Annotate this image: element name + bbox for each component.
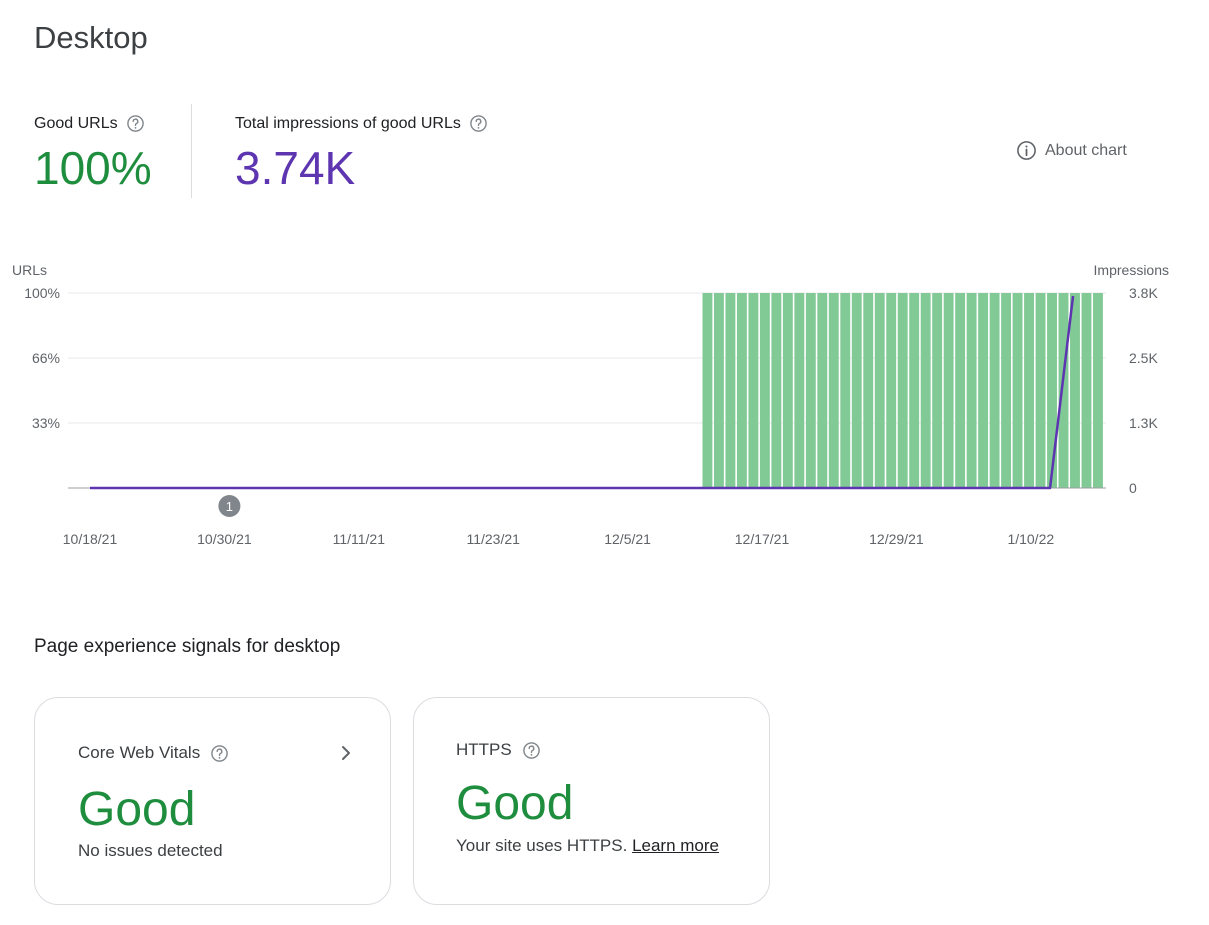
https-label: HTTPS	[456, 740, 512, 759]
url-bar	[1035, 293, 1046, 488]
impressions-series-line	[90, 295, 1075, 490]
url-bar	[909, 293, 920, 488]
url-bar	[736, 293, 747, 488]
right-tick-label: 0	[1129, 480, 1137, 496]
x-tick-label: 12/5/21	[604, 531, 651, 547]
url-bar	[748, 293, 759, 488]
chevron-right-icon[interactable]	[337, 743, 355, 768]
help-icon[interactable]	[522, 741, 541, 760]
https-status: Good	[456, 777, 574, 830]
good-urls-metric: Good URLs 100%	[34, 114, 152, 194]
https-description: Your site uses HTTPS.	[456, 836, 628, 855]
url-bar	[863, 293, 874, 488]
x-tick-label: 12/29/21	[869, 531, 924, 547]
metric-divider	[191, 104, 192, 198]
x-tick-label: 11/23/21	[466, 531, 520, 547]
url-bar	[759, 293, 770, 488]
help-icon[interactable]	[469, 114, 488, 133]
https-label-row: HTTPS	[456, 740, 541, 760]
good-urls-label: Good URLs	[34, 114, 118, 132]
right-axis-label: Impressions	[1094, 262, 1169, 278]
url-bar	[1024, 293, 1034, 488]
url-bar	[886, 293, 897, 488]
core-web-vitals-card[interactable]: Core Web Vitals Good No issues detected	[34, 697, 391, 905]
page-title: Desktop	[34, 20, 148, 55]
signals-section-title: Page experience signals for desktop	[34, 636, 341, 657]
x-tick-label: 11/11/21	[333, 531, 386, 547]
url-bar	[1081, 293, 1092, 488]
url-bar	[805, 293, 816, 488]
x-tick-label: 12/17/21	[735, 531, 790, 547]
impressions-label: Total impressions of good URLs	[235, 114, 461, 132]
core-web-vitals-status: Good	[78, 783, 196, 836]
impressions-label-row: Total impressions of good URLs	[235, 114, 488, 133]
left-tick-label: 66%	[32, 350, 60, 366]
about-chart-button[interactable]: About chart	[1016, 140, 1127, 161]
https-description-row: Your site uses HTTPS. Learn more	[456, 836, 719, 856]
url-bar	[817, 293, 828, 488]
url-bar	[966, 293, 977, 488]
x-tick-label: 10/18/21	[63, 531, 118, 547]
about-chart-label: About chart	[1045, 141, 1127, 159]
help-icon[interactable]	[126, 114, 145, 133]
help-icon[interactable]	[210, 744, 229, 763]
learn-more-link[interactable]: Learn more	[632, 836, 719, 855]
url-bar	[851, 293, 862, 488]
url-bar	[828, 293, 839, 488]
annotation-marker[interactable]: 1	[218, 495, 241, 517]
left-axis-label: URLs	[12, 262, 47, 278]
url-bar	[771, 293, 782, 488]
url-bar	[725, 293, 736, 488]
url-bar	[955, 293, 966, 488]
left-tick-label: 33%	[32, 415, 60, 431]
x-axis-ticks: 10/18/21 10/30/21 11/11/21 11/23/21 12/5/21 1…	[63, 531, 1055, 547]
url-bars	[702, 293, 1103, 488]
url-bar	[1070, 293, 1080, 488]
url-bar	[897, 293, 908, 488]
good-urls-value: 100%	[34, 142, 152, 194]
right-tick-label: 3.8K	[1129, 285, 1158, 301]
left-tick-label: 100%	[24, 285, 60, 301]
core-web-vitals-description: No issues detected	[78, 841, 223, 860]
url-bar	[713, 293, 724, 488]
url-bar	[920, 293, 931, 488]
impressions-value: 3.74K	[235, 142, 356, 194]
url-bar	[1047, 293, 1057, 488]
url-bar	[1001, 293, 1012, 488]
right-axis-ticks: 3.8K 2.5K 1.3K 0	[1129, 285, 1158, 496]
core-web-vitals-label-row: Core Web Vitals	[78, 743, 229, 763]
core-web-vitals-label: Core Web Vitals	[78, 743, 201, 762]
url-bar	[978, 293, 989, 488]
url-bar	[989, 293, 1000, 488]
url-bar	[794, 293, 805, 488]
impressions-metric: Total impressions of good URLs 3.74K	[235, 114, 488, 191]
good-urls-chart: URLs Impressions 100% 66% 33% 3.8K 2.5K 1.3K…	[12, 262, 1169, 547]
good-urls-label-row: Good URLs	[34, 114, 152, 133]
https-card: HTTPS Good Your site uses HTTPS. Learn m…	[413, 697, 770, 905]
url-bar	[932, 293, 943, 488]
annotation-circle	[218, 495, 241, 517]
left-axis-ticks: 100% 66% 33%	[24, 285, 60, 431]
x-tick-label: 10/30/21	[197, 531, 252, 547]
url-bar	[943, 293, 954, 488]
url-bar	[1058, 293, 1069, 488]
info-icon	[1016, 140, 1037, 161]
right-tick-label: 2.5K	[1129, 350, 1158, 366]
url-bar	[782, 293, 793, 488]
impressions-line	[90, 295, 1075, 490]
url-bar	[1012, 293, 1023, 488]
right-tick-label: 1.3K	[1129, 415, 1158, 431]
x-tick-label: 1/10/22	[1007, 531, 1054, 547]
url-bar	[874, 293, 885, 488]
url-bar	[1093, 293, 1103, 488]
url-bar	[840, 293, 851, 488]
annotation-label: 1	[226, 499, 233, 514]
url-bar	[702, 293, 713, 488]
